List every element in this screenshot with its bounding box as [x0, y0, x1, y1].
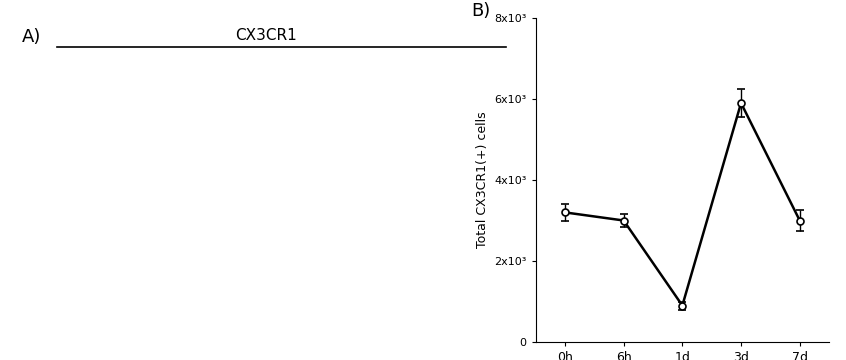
Y-axis label: Total CX3CR1(+) cells: Total CX3CR1(+) cells: [475, 112, 489, 248]
Text: B): B): [471, 2, 491, 20]
Text: CX3CR1: CX3CR1: [235, 28, 297, 43]
Text: A): A): [22, 28, 41, 46]
